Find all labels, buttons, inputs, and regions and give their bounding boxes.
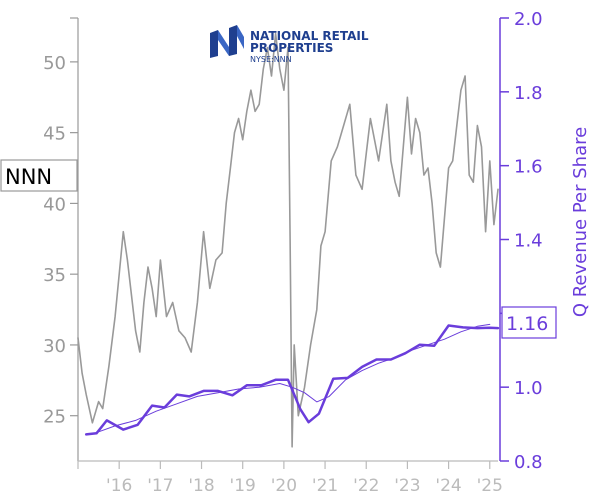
- x-tick-label: '17: [147, 476, 173, 496]
- company-logo: NATIONAL RETAIL PROPERTIES NYSE:NNN: [210, 25, 369, 64]
- logo-mark-icon: [210, 25, 244, 58]
- x-tick-label: '22: [353, 476, 379, 496]
- price-series-line: [77, 32, 499, 448]
- right-tick-label: 1.4: [514, 231, 543, 252]
- x-axis: '16 '17 '18 '19 '20 '21 '22 '23 '24 '25: [77, 460, 503, 496]
- left-tick-label: 45: [43, 124, 66, 145]
- last-value-label: 1.16: [501, 306, 557, 339]
- revenue-series-line: [84, 324, 500, 436]
- right-tick-label: 2.0: [514, 9, 543, 30]
- right-tick-label: 1.6: [514, 157, 543, 178]
- left-tick-label: 50: [43, 53, 66, 74]
- right-axis-title: Q Revenue Per Share: [570, 127, 591, 317]
- series-layer: [77, 32, 500, 448]
- left-tick-label: 35: [43, 265, 66, 286]
- logo-line1: NATIONAL RETAIL: [250, 29, 369, 43]
- x-tick-label: '16: [106, 476, 132, 496]
- left-axis: 25 30 35 40 45 50: [43, 17, 79, 461]
- left-tick-label: 30: [43, 336, 66, 357]
- logo-line2: PROPERTIES: [250, 41, 333, 55]
- revenue-trend-line: [94, 323, 491, 434]
- last-value-text: 1.16: [506, 313, 548, 335]
- x-tick-label: '19: [230, 476, 256, 496]
- x-tick-label: '24: [435, 476, 461, 496]
- x-tick-label: '21: [312, 476, 338, 496]
- x-tick-label: '20: [271, 476, 297, 496]
- logo-line3: NYSE:NNN: [250, 55, 292, 64]
- right-tick-label: 0.8: [514, 452, 543, 473]
- left-tick-label: 25: [43, 407, 66, 428]
- ticker-label: NNN: [0, 159, 78, 192]
- right-tick-label: 1.8: [514, 83, 543, 104]
- right-axis: 0.81.01.21.41.61.82.0: [499, 9, 543, 473]
- ticker-text: NNN: [5, 165, 52, 189]
- right-tick-label: 1.0: [514, 378, 543, 399]
- left-tick-label: 40: [43, 194, 66, 215]
- x-tick-label: '18: [188, 476, 214, 496]
- x-tick-label: '25: [477, 476, 503, 496]
- x-tick-label: '23: [394, 476, 420, 496]
